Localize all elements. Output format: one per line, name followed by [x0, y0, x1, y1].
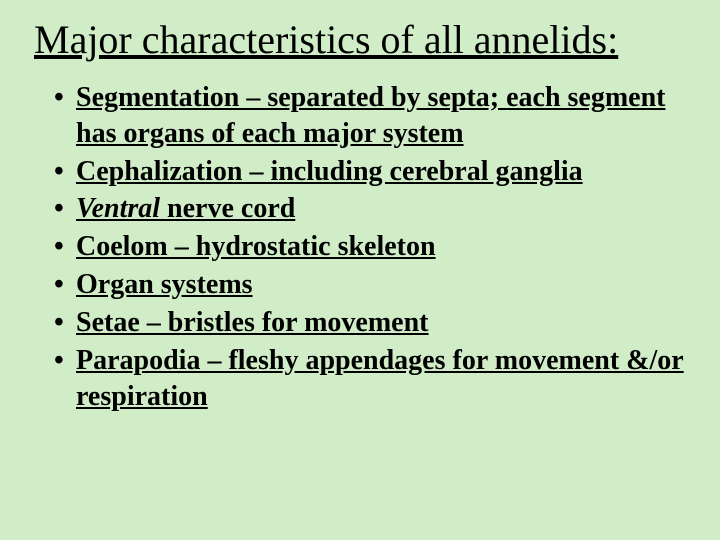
list-item: Ventral nerve cord [54, 191, 690, 227]
list-item: Coelom – hydrostatic skeleton [54, 229, 690, 265]
bullet-text: Coelom – hydrostatic skeleton [76, 231, 436, 262]
bullet-text: Segmentation – separated by septa; each … [76, 82, 666, 149]
list-item: Segmentation – separated by septa; each … [54, 80, 690, 152]
bullet-text: Cephalization – including cerebral gangl… [76, 156, 583, 187]
bullet-text: Organ systems [76, 269, 253, 300]
list-item: Organ systems [54, 267, 690, 303]
bullet-text-italic: Ventral [76, 193, 160, 224]
slide: Major characteristics of all annelids: S… [0, 0, 720, 540]
slide-title: Major characteristics of all annelids: [34, 18, 690, 62]
list-item: Parapodia – fleshy appendages for moveme… [54, 343, 690, 415]
list-item: Cephalization – including cerebral gangl… [54, 154, 690, 190]
bullet-list: Segmentation – separated by septa; each … [30, 80, 690, 414]
bullet-text: Parapodia – fleshy appendages for moveme… [76, 345, 684, 412]
bullet-text: Setae – bristles for movement [76, 307, 429, 338]
list-item: Setae – bristles for movement [54, 305, 690, 341]
bullet-text: nerve cord [160, 193, 295, 224]
